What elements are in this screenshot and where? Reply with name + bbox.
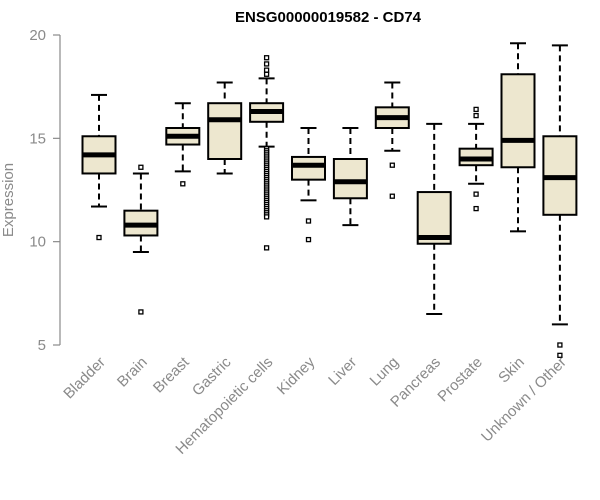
iqr-box [500, 73, 536, 169]
outlier-point [138, 164, 144, 170]
outlier-point [473, 205, 479, 212]
box-gastric [207, 81, 243, 175]
x-tick-label: Lung [367, 354, 403, 390]
outlier-point [263, 67, 270, 73]
box-bladder [81, 93, 117, 241]
box-brain [123, 164, 159, 315]
outlier-point [263, 71, 270, 77]
outlier-point [96, 234, 102, 241]
outlier-point [389, 162, 395, 168]
outlier-point [263, 245, 270, 251]
outlier-point [263, 61, 270, 67]
outlier-point [389, 193, 395, 199]
outlier-point [557, 352, 563, 358]
outlier-point [263, 55, 270, 61]
outlier-point [473, 106, 479, 113]
y-tick-label: 15 [29, 130, 46, 147]
iqr-box [291, 155, 326, 181]
iqr-box [207, 102, 243, 160]
y-tick-label: 20 [29, 27, 46, 44]
box-hematopoietic-cells [249, 55, 285, 251]
y-axis-label: Expression [0, 163, 17, 237]
x-tick-label: Breast [150, 353, 193, 396]
box-prostate [458, 106, 494, 212]
y-axis: 5 10 15 20 [29, 27, 61, 354]
x-tick-label: Kidney [274, 353, 319, 398]
box-unknown-other [542, 44, 578, 358]
chart-title: ENSG00000019582 - CD74 [235, 9, 422, 26]
x-tick-label: Bladder [60, 354, 109, 403]
y-tick-label: 10 [29, 234, 46, 251]
x-tick-label: Skin [495, 354, 528, 387]
outlier-point [305, 218, 312, 224]
box-kidney [291, 127, 326, 243]
plot-area [81, 42, 578, 358]
x-tick-label: Prostate [434, 354, 486, 406]
outlier-point [263, 214, 270, 220]
outlier-point [138, 309, 144, 315]
y-tick-label: 5 [38, 337, 46, 354]
outlier-point [473, 191, 479, 197]
box-skin [500, 42, 536, 233]
outlier-point [557, 342, 563, 348]
outlier-point [305, 236, 312, 243]
box-breast [165, 102, 201, 187]
iqr-box [332, 158, 368, 200]
x-tick-label: Brain [114, 354, 151, 391]
outlier-point [473, 112, 479, 119]
outlier-point [180, 181, 186, 187]
box-liver [332, 127, 368, 227]
box-pancreas [416, 122, 452, 315]
box-lung [374, 81, 410, 199]
x-tick-label: Liver [325, 354, 360, 389]
